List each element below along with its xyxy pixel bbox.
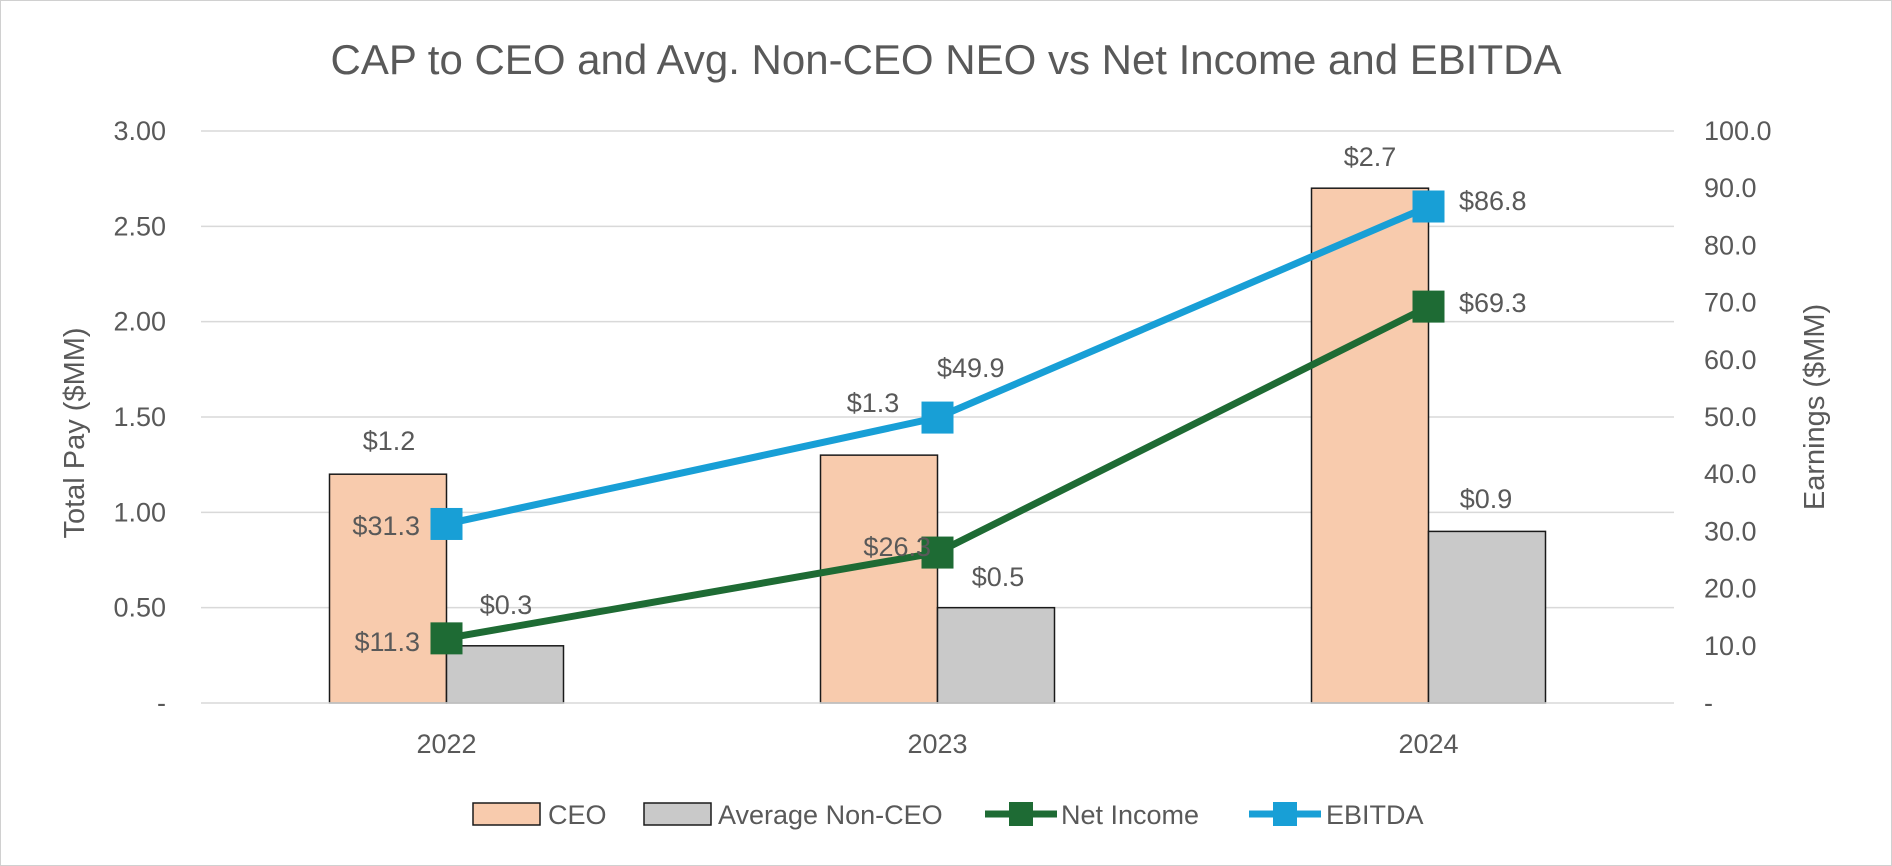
point-ebitda (921, 401, 954, 434)
right-tick-label: 100.0 (1704, 116, 1772, 146)
legend-marker-net-income (1009, 802, 1033, 826)
bar-ceo (819, 454, 939, 704)
bar-average-non-ceo (936, 606, 1056, 704)
legend-swatch-ceo (472, 802, 541, 826)
legend-label-average-non-ceo: Average Non-CEO (718, 800, 943, 830)
right-tick-label: 40.0 (1704, 459, 1757, 489)
bar-average-non-ceo (445, 645, 565, 704)
data-label: $1.2 (363, 426, 416, 456)
x-tick-label: 2023 (907, 729, 967, 759)
point-net-income (430, 622, 463, 655)
x-tick-label: 2022 (416, 729, 476, 759)
data-label: $0.9 (1460, 484, 1513, 514)
data-label: $49.9 (937, 353, 1005, 383)
right-tick-label: 90.0 (1704, 173, 1757, 203)
x-axis-ticks: 2022 2023 2024 (416, 729, 1458, 759)
lines (430, 190, 1445, 655)
left-tick-label: 2.00 (113, 307, 166, 337)
left-tick-label: 1.00 (113, 497, 166, 527)
data-label: $69.3 (1459, 288, 1527, 318)
right-axis-ticks: - 10.0 20.0 30.0 40.0 50.0 60.0 70.0 80.0 90.0 100… (1704, 116, 1772, 718)
legend-marker-ebitda (1273, 802, 1297, 826)
legend: CEO Average Non-CEO Net Income EBITDA (472, 800, 1424, 830)
data-label: $0.3 (480, 590, 533, 620)
right-tick-label: 20.0 (1704, 574, 1757, 604)
right-tick-label: 10.0 (1704, 631, 1757, 661)
right-tick-label: - (1704, 688, 1713, 718)
legend-label-ceo: CEO (548, 800, 607, 830)
left-tick-label: - (157, 688, 166, 718)
right-tick-label: 30.0 (1704, 516, 1757, 546)
legend-label-ebitda: EBITDA (1326, 800, 1424, 830)
bar-ceo (328, 473, 448, 704)
chart-title: CAP to CEO and Avg. Non-CEO NEO vs Net I… (331, 36, 1562, 83)
point-ebitda (1412, 190, 1445, 223)
legend-label-net-income: Net Income (1061, 800, 1199, 830)
left-tick-label: 0.50 (113, 593, 166, 623)
left-axis-label: Total Pay ($MM) (59, 327, 91, 538)
left-tick-label: 2.50 (113, 211, 166, 241)
left-tick-label: 1.50 (113, 402, 166, 432)
legend-swatch-average-non-ceo (643, 802, 712, 826)
point-ebitda (430, 507, 463, 540)
right-tick-label: 80.0 (1704, 230, 1757, 260)
right-axis-label: Earnings ($MM) (1799, 304, 1831, 510)
bars (328, 187, 1547, 704)
left-axis-ticks: - 0.50 1.00 1.50 2.00 2.50 3.00 (113, 116, 166, 718)
x-tick-label: 2024 (1398, 729, 1458, 759)
data-label: $86.8 (1459, 186, 1527, 216)
left-tick-label: 3.00 (113, 116, 166, 146)
data-label: $26.3 (863, 532, 931, 562)
right-tick-label: 70.0 (1704, 288, 1757, 318)
right-tick-label: 50.0 (1704, 402, 1757, 432)
bar-average-non-ceo (1427, 530, 1547, 704)
data-label: $31.3 (352, 511, 420, 541)
data-label: $1.3 (847, 388, 900, 418)
point-net-income (921, 536, 954, 569)
data-label: $2.7 (1344, 142, 1397, 172)
bar-ceo (1310, 187, 1430, 704)
data-label: $0.5 (972, 562, 1025, 592)
point-net-income (1412, 290, 1445, 323)
data-labels: $1.2 $1.3 $2.7 $0.3 $0.5 $0.9 $11.3 $26.3 $69.3 $… (352, 142, 1526, 657)
data-label: $11.3 (354, 627, 420, 657)
right-tick-label: 60.0 (1704, 345, 1757, 375)
